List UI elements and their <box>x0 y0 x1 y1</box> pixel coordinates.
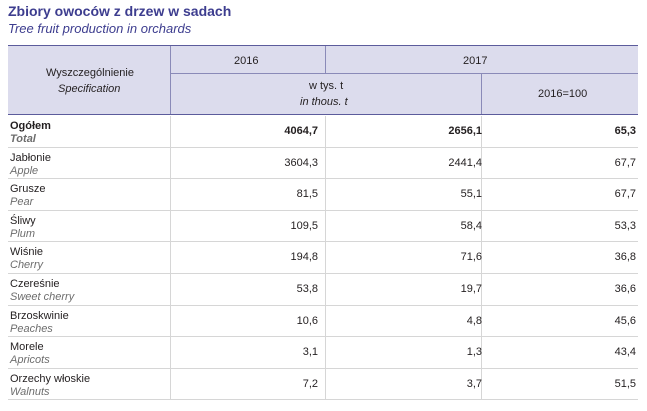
value-2016: 194,8 <box>290 251 318 264</box>
row-label-pl: Brzoskwinie <box>10 309 69 322</box>
header-unit-en: in thous. t <box>300 96 348 108</box>
header-unit-pl: w tys. t <box>309 80 344 92</box>
value-2017: 71,6 <box>460 251 482 264</box>
table-subtitle: Tree fruit production in orchards <box>8 21 192 36</box>
header-divider <box>170 46 171 114</box>
value-2016: 4064,7 <box>284 125 318 137</box>
row-label-pl: Jabłonie <box>10 151 51 164</box>
table-body: Ogółem Total 4064,7 2656,1 65,3 Jabłonie… <box>8 116 638 401</box>
value-2016: 53,8 <box>296 282 318 295</box>
value-2016: 3604,3 <box>284 156 318 169</box>
row-label-en: Cherry <box>10 259 44 272</box>
table-row: Grusze Pear 81,5 55,1 67,7 <box>8 179 638 211</box>
value-index: 67,7 <box>614 156 636 169</box>
row-label-en: Pear <box>10 196 34 209</box>
value-2016: 109,5 <box>290 219 318 232</box>
value-2017: 3,7 <box>466 377 482 390</box>
header-year-2017: 2017 <box>463 55 488 67</box>
value-index: 43,4 <box>614 346 636 359</box>
row-label-en: Plum <box>10 227 36 240</box>
header-year-2016: 2016 <box>234 55 259 67</box>
row-label-pl: Grusze <box>10 183 46 196</box>
value-index: 67,7 <box>614 188 636 201</box>
row-label-en: Peaches <box>10 322 53 335</box>
value-2017: 19,7 <box>460 282 482 295</box>
header-label-pl: Wyszczególnienie <box>46 67 134 79</box>
row-label-en: Apricots <box>10 354 50 367</box>
value-2016: 10,6 <box>296 314 318 327</box>
row-label-pl: Wiśnie <box>10 246 44 259</box>
header-divider <box>325 46 326 73</box>
value-index: 36,6 <box>614 282 636 295</box>
header-divider <box>170 73 638 74</box>
header-divider <box>481 73 482 114</box>
row-label-pl: Orzechy włoskie <box>10 372 91 385</box>
row-label-en: Walnuts <box>10 385 50 398</box>
value-2017: 2441,4 <box>448 156 482 169</box>
row-label-pl: Morele <box>10 341 44 354</box>
table-row: Jabłonie Apple 3604,3 2441,4 67,7 <box>8 147 638 180</box>
value-2017: 4,8 <box>466 314 482 327</box>
value-2016: 81,5 <box>296 188 318 201</box>
value-index: 65,3 <box>614 125 636 137</box>
value-2017: 2656,1 <box>448 125 482 137</box>
header-index: 2016=100 <box>538 88 588 100</box>
table-row: Śliwy Plum 109,5 58,4 53,3 <box>8 210 638 243</box>
value-2017: 58,4 <box>460 219 482 232</box>
value-index: 51,5 <box>614 377 636 390</box>
table-row: Morele Apricots 3,1 1,3 43,4 <box>8 337 638 369</box>
row-label-pl: Czereśnie <box>10 277 60 290</box>
table-header: Wyszczególnienie Specification 2016 2017… <box>8 45 638 115</box>
row-label-pl: Ogółem <box>10 120 51 132</box>
table-row: Ogółem Total 4064,7 2656,1 65,3 <box>8 116 638 148</box>
value-2017: 1,3 <box>466 346 482 359</box>
row-label-en: Apple <box>10 164 39 177</box>
value-index: 45,6 <box>614 314 636 327</box>
table-row: Wiśnie Cherry 194,8 71,6 36,8 <box>8 242 638 274</box>
value-2016: 7,2 <box>302 377 318 390</box>
row-label-pl: Śliwy <box>10 214 36 227</box>
table-row: Brzoskwinie Peaches 10,6 4,8 45,6 <box>8 305 638 338</box>
table-row: Czereśnie Sweet cherry 53,8 19,7 36,6 <box>8 273 638 306</box>
header-label-en: Specification <box>58 83 121 95</box>
value-index: 36,8 <box>614 251 636 264</box>
value-2017: 55,1 <box>460 188 482 201</box>
row-label-en: Total <box>10 133 36 145</box>
table-row: Orzechy włoskie Walnuts 7,2 3,7 51,5 <box>8 368 638 401</box>
value-2016: 3,1 <box>302 346 318 359</box>
table-title: Zbiory owoców z drzew w sadach <box>8 3 232 19</box>
value-index: 53,3 <box>614 219 636 232</box>
row-label-en: Sweet cherry <box>10 290 75 303</box>
